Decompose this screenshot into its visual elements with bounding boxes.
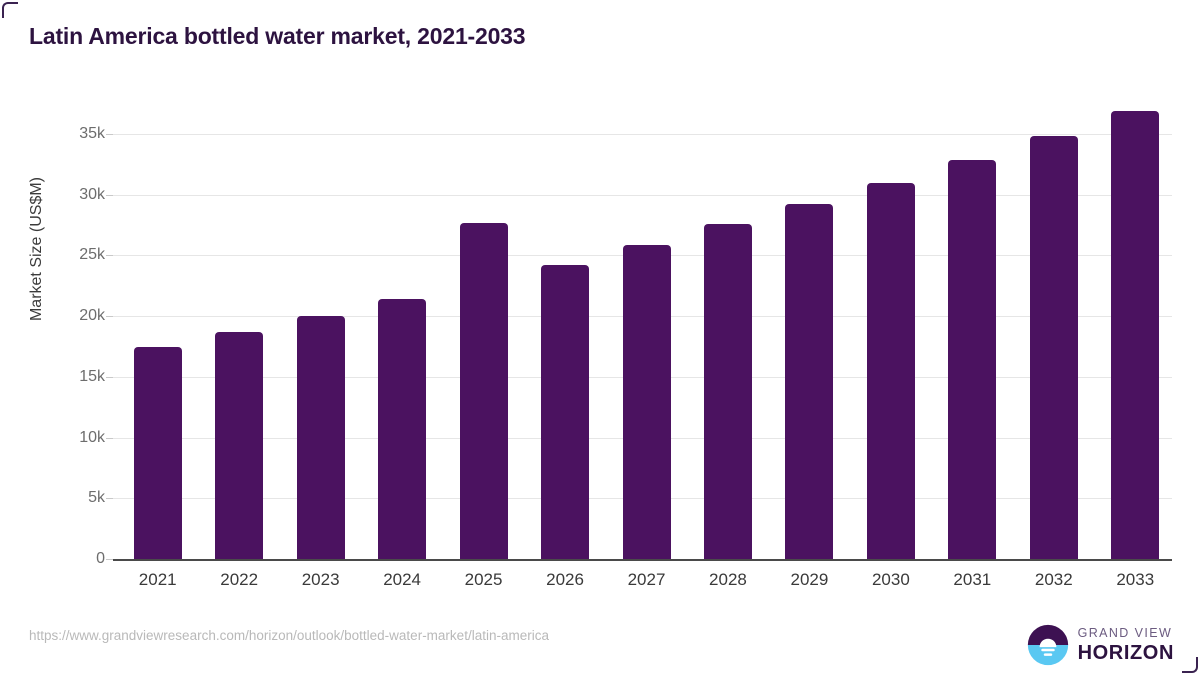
x-axis-tick-label-2026: 2026 (546, 570, 584, 589)
logo-line-grand-view: GRAND VIEW (1077, 625, 1173, 640)
y-axis-tick-mark (106, 559, 113, 560)
bar-2030[interactable] (866, 183, 915, 559)
bar-2027[interactable] (622, 244, 671, 559)
y-axis-tick-mark (106, 437, 113, 439)
logo-wordmark: GRAND VIEW HORIZON (1078, 627, 1174, 664)
y-axis-tick-label: 35k (79, 125, 105, 142)
x-axis-tick-label-2027: 2027 (627, 570, 666, 589)
y-axis-tick-mark (106, 255, 113, 257)
bar-2028[interactable] (703, 224, 752, 559)
x-axis-tick-label-2029: 2029 (790, 570, 829, 589)
bar-2026[interactable] (541, 264, 590, 559)
grand-view-horizon-logo[interactable]: GRAND VIEW HORIZON (1027, 622, 1174, 668)
x-axis-tick-label-2021: 2021 (138, 570, 177, 589)
y-axis-tick-label: 25k (79, 246, 105, 264)
bar-2022[interactable] (215, 332, 264, 559)
bar-2023[interactable] (296, 315, 345, 559)
x-axis-tick-label-2033: 2033 (1116, 570, 1155, 589)
y-axis-tick-label: 5k (88, 489, 105, 507)
x-axis-tick-label-2024: 2024 (383, 570, 422, 589)
logo-line-horizon: HORIZON (1077, 642, 1174, 665)
x-axis-tick-label-2030: 2030 (871, 570, 910, 589)
x-axis-tick-label-2023: 2023 (301, 570, 340, 589)
y-axis-tick-label: 15k (79, 367, 105, 385)
y-axis-tick-mark (106, 376, 113, 378)
bar-2029[interactable] (785, 204, 834, 559)
x-axis-tick-label-2022: 2022 (220, 570, 259, 589)
bar-2031[interactable] (948, 160, 997, 559)
gridline (113, 194, 1172, 196)
bar-2024[interactable] (378, 298, 427, 559)
gridline (113, 134, 1172, 135)
x-axis-tick-label-2025: 2025 (464, 570, 503, 589)
bar-2032[interactable] (1029, 135, 1078, 559)
y-axis-tick-label: 10k (79, 428, 105, 446)
page-title: Latin America bottled water market, 2021… (29, 23, 526, 49)
x-axis-tick-label-2032: 2032 (1034, 570, 1073, 589)
y-axis-tick-mark (106, 498, 113, 500)
bar-2033[interactable] (1111, 110, 1160, 559)
x-axis-baseline (113, 559, 1172, 561)
x-axis-tick-label-2031: 2031 (953, 570, 992, 589)
y-axis-tick-label: 0 (96, 550, 105, 567)
bar-2025[interactable] (459, 222, 508, 559)
y-axis-tick-mark (106, 134, 113, 135)
x-axis-tick-label-2028: 2028 (709, 570, 747, 589)
y-axis-tick-label: 20k (79, 307, 105, 325)
bar-2021[interactable] (133, 347, 182, 559)
sun-circle-icon (1027, 624, 1068, 666)
y-axis-tick-mark (106, 316, 113, 318)
y-axis-tick-label: 30k (79, 185, 105, 203)
source-url[interactable]: https://www.grandviewresearch.com/horizo… (29, 628, 549, 643)
y-axis-tick-mark (106, 194, 113, 196)
